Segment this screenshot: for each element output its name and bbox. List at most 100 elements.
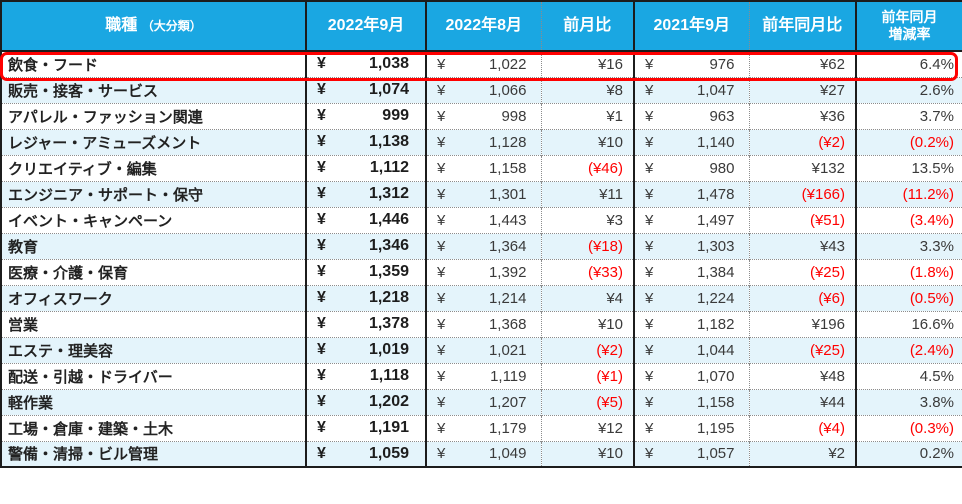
cell-job: 飲食・フード: [1, 50, 307, 77]
value-2022-08: 1,364: [488, 237, 527, 255]
cell-yoy-rate: (0.3%): [856, 414, 962, 441]
cell-2021-09: ¥1,057: [634, 440, 750, 467]
cell-2021-09: ¥1,497: [634, 206, 750, 233]
table-row: 軽作業 ¥1,202 ¥1,207 (¥5) ¥1,158 ¥44 3.8%: [1, 388, 962, 415]
cell-2022-09: ¥1,118: [306, 362, 427, 389]
cell-yoy-rate: (2.4%): [856, 336, 962, 363]
value-2022-08: 1,443: [488, 211, 527, 229]
cell-yoy-rate: 3.8%: [856, 388, 962, 415]
cell-yoy-diff: ¥43: [749, 232, 857, 259]
yen-sign: ¥: [437, 185, 446, 203]
yen-sign: ¥: [437, 55, 446, 73]
value-2022-08: 1,128: [488, 133, 527, 151]
cell-2022-08: ¥1,301: [426, 180, 542, 207]
yen-sign: ¥: [437, 419, 446, 437]
cell-yoy-rate: (0.5%): [856, 284, 962, 311]
yen-sign: ¥: [317, 393, 326, 410]
value-2022-08: 1,207: [488, 393, 527, 411]
yen-sign: ¥: [645, 263, 654, 281]
header-2021-09: 2021年9月: [634, 1, 750, 51]
yen-sign: ¥: [645, 367, 654, 385]
cell-2022-09: ¥1,446: [306, 206, 427, 233]
cell-mom-diff: ¥3: [541, 206, 635, 233]
table-row: イベント・キャンペーン ¥1,446 ¥1,443 ¥3 ¥1,497 (¥51) (3.4…: [1, 206, 962, 233]
cell-yoy-rate: 3.7%: [856, 102, 962, 129]
table-row: レジャー・アミューズメント ¥1,138 ¥1,128 ¥10 ¥1,140 (¥2) (0…: [1, 128, 962, 155]
header-rate: 前年同月 増減率: [856, 1, 962, 51]
cell-2021-09: ¥1,384: [634, 258, 750, 285]
cell-yoy-diff: ¥2: [749, 440, 857, 467]
header-yoy: 前年同月比: [749, 1, 857, 51]
value-2022-08: 1,301: [488, 185, 527, 203]
yen-sign: ¥: [645, 133, 654, 151]
cell-yoy-rate: 13.5%: [856, 154, 962, 181]
value-2022-08: 1,066: [488, 81, 527, 99]
yen-sign: ¥: [317, 289, 326, 306]
cell-2022-08: ¥1,443: [426, 206, 542, 233]
cell-mom-diff: ¥11: [541, 180, 635, 207]
header-job-category: 職種 （大分類）: [1, 1, 307, 51]
cell-2022-09: ¥1,112: [306, 154, 427, 181]
value-2022-08: 998: [501, 107, 527, 125]
cell-2021-09: ¥1,047: [634, 76, 750, 103]
header-2022-08: 2022年8月: [426, 1, 542, 51]
header-job-sub: （大分類）: [141, 19, 202, 33]
value-2022-09: 1,446: [368, 211, 409, 228]
cell-mom-diff: ¥4: [541, 284, 635, 311]
yen-sign: ¥: [645, 445, 654, 463]
yen-sign: ¥: [437, 133, 446, 151]
yen-sign: ¥: [437, 263, 446, 281]
cell-2021-09: ¥1,182: [634, 310, 750, 337]
cell-job: エンジニア・サポート・保守: [1, 180, 307, 207]
cell-2022-09: ¥1,038: [306, 50, 427, 77]
cell-2021-09: ¥1,478: [634, 180, 750, 207]
cell-2022-09: ¥999: [306, 102, 427, 129]
cell-2022-08: ¥1,021: [426, 336, 542, 363]
value-2022-09: 1,019: [368, 341, 409, 358]
table-row: 警備・清掃・ビル管理 ¥1,059 ¥1,049 ¥10 ¥1,057 ¥2 0.2%: [1, 440, 962, 467]
cell-2022-09: ¥1,312: [306, 180, 427, 207]
header-rate-line2: 増減率: [888, 26, 931, 42]
table-row: 飲食・フード ¥1,038 ¥1,022 ¥16 ¥976 ¥62 6.4%: [1, 50, 962, 77]
cell-2021-09: ¥980: [634, 154, 750, 181]
cell-job: オフィスワーク: [1, 284, 307, 311]
value-2022-08: 1,179: [488, 419, 527, 437]
cell-yoy-rate: (11.2%): [856, 180, 962, 207]
value-2022-09: 1,191: [368, 419, 409, 436]
value-2022-09: 1,202: [368, 393, 409, 410]
cell-yoy-rate: 0.2%: [856, 440, 962, 467]
cell-2021-09: ¥1,224: [634, 284, 750, 311]
yen-sign: ¥: [317, 341, 326, 358]
yen-sign: ¥: [645, 393, 654, 411]
value-2022-09: 1,138: [368, 133, 409, 150]
cell-2021-09: ¥1,070: [634, 362, 750, 389]
value-2022-09: 1,218: [368, 289, 409, 306]
cell-mom-diff: ¥10: [541, 128, 635, 155]
cell-yoy-rate: (0.2%): [856, 128, 962, 155]
yen-sign: ¥: [437, 367, 446, 385]
cell-yoy-diff: (¥25): [749, 336, 857, 363]
cell-2022-08: ¥1,364: [426, 232, 542, 259]
cell-yoy-diff: ¥62: [749, 50, 857, 77]
cell-2022-09: ¥1,059: [306, 440, 427, 467]
value-2022-08: 1,049: [488, 445, 527, 463]
cell-yoy-diff: ¥27: [749, 76, 857, 103]
value-2021-09: 1,047: [696, 81, 735, 99]
value-2022-09: 1,059: [368, 444, 409, 462]
cell-mom-diff: ¥10: [541, 310, 635, 337]
cell-yoy-diff: ¥196: [749, 310, 857, 337]
yen-sign: ¥: [437, 289, 446, 307]
cell-2022-09: ¥1,359: [306, 258, 427, 285]
cell-yoy-diff: (¥4): [749, 414, 857, 441]
yen-sign: ¥: [645, 81, 654, 99]
cell-job: 営業: [1, 310, 307, 337]
cell-mom-diff: ¥8: [541, 76, 635, 103]
cell-2022-08: ¥1,179: [426, 414, 542, 441]
cell-mom-diff: (¥46): [541, 154, 635, 181]
cell-2021-09: ¥976: [634, 50, 750, 77]
value-2022-08: 1,119: [490, 367, 527, 385]
cell-2021-09: ¥1,140: [634, 128, 750, 155]
wage-table: 職種 （大分類） 2022年9月 2022年8月 前月比 2021年9月 前年同…: [0, 0, 962, 468]
cell-yoy-diff: (¥166): [749, 180, 857, 207]
yen-sign: ¥: [317, 419, 326, 436]
